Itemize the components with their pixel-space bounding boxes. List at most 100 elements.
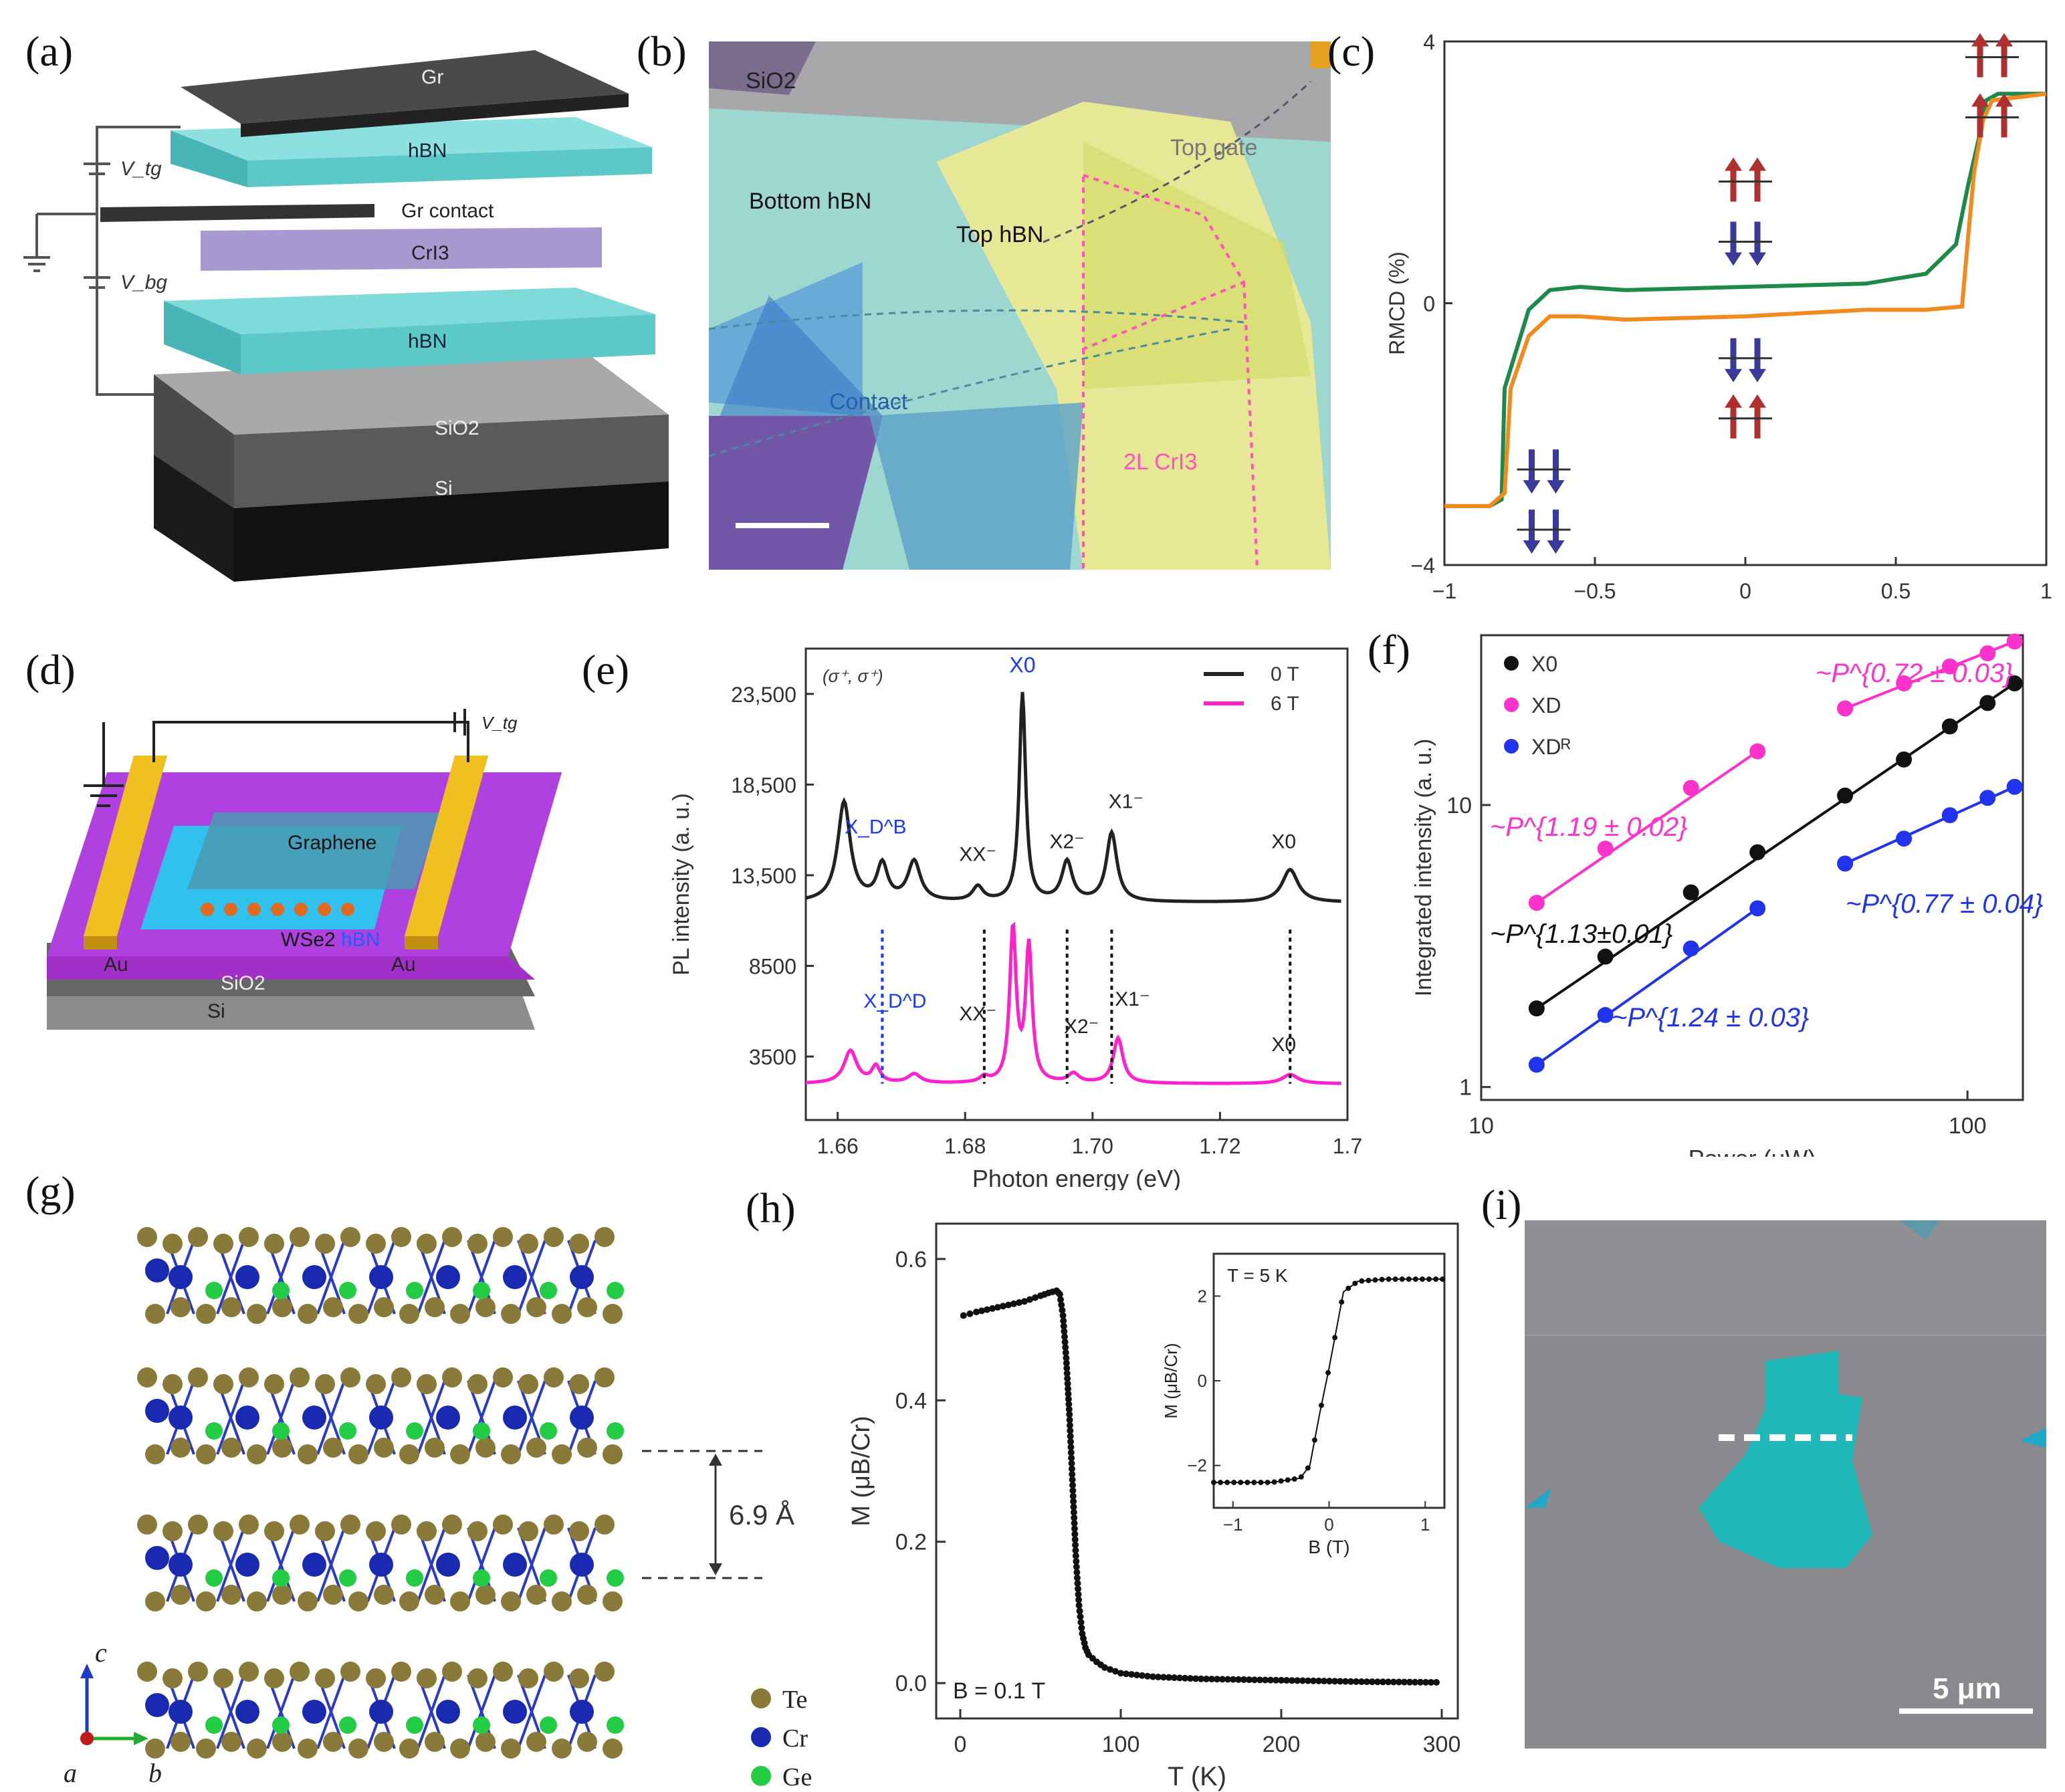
te-atom — [323, 1438, 343, 1458]
e-peak-label-x0-high-6T: X0 — [1271, 1034, 1296, 1056]
te-atom — [290, 1227, 310, 1247]
spin-up-arrowhead-icon — [1749, 157, 1766, 171]
h-inset-point — [1332, 1335, 1338, 1341]
te-atom — [348, 1591, 368, 1611]
te-atom — [518, 1234, 538, 1254]
h-ytick-label: 0.6 — [895, 1247, 927, 1272]
h-data-point — [1073, 1574, 1081, 1581]
te-atom — [145, 1739, 165, 1759]
panel-g-label: (g) — [25, 1167, 76, 1215]
h-data-point — [1128, 1671, 1135, 1678]
f-point-XD^R — [1979, 790, 1996, 806]
te-atom — [239, 1515, 259, 1535]
f-fit-label-x0: ~P^{1.13±0.01} — [1490, 919, 1672, 949]
te-atom — [399, 1444, 419, 1464]
h-inset-ytick-label: −2 — [1187, 1456, 1207, 1476]
g-axis-a-origin — [80, 1732, 94, 1745]
te-atom — [298, 1444, 318, 1464]
bond-line — [266, 1527, 296, 1602]
h-data-point — [1075, 1591, 1082, 1598]
layer-gr-contact-label: Gr contact — [401, 200, 494, 222]
te-atom — [188, 1367, 208, 1387]
e-legend-6T: 6 T — [1271, 693, 1299, 715]
e-xtick-label: 1.7 — [1333, 1134, 1362, 1158]
h-data-point — [1073, 1558, 1080, 1565]
f-point-X0 — [1941, 718, 1958, 735]
h-data-point — [1401, 1678, 1408, 1686]
panel-g-crystal-structure: 6.9 Å c a b Te Cr Ge — [64, 1227, 812, 1791]
te-atom — [569, 1668, 589, 1688]
e-xtick-label: 1.68 — [944, 1134, 986, 1158]
panel-e-label: (e) — [582, 646, 630, 693]
te-atom — [137, 1367, 157, 1387]
ge-atom — [205, 1569, 223, 1587]
te-atom — [544, 1515, 564, 1535]
panel-d-device-schematic: V_tg Graphene WSe2 hBN Au Au SiO2 Si — [47, 709, 562, 1030]
bond-line — [417, 1674, 446, 1749]
region-sio2: SiO2 — [746, 68, 796, 94]
te-atom — [213, 1521, 233, 1541]
te-atom — [417, 1668, 437, 1688]
d-si-label: Si — [207, 1000, 225, 1022]
ge-atom — [339, 1282, 356, 1299]
h-inset-xlabel: B (T) — [1308, 1537, 1349, 1557]
layer-hbn-top-label: hBN — [408, 140, 447, 162]
bond-line — [517, 1380, 546, 1455]
h-inset-annotation: T = 5 K — [1227, 1265, 1288, 1286]
layer-sio2-label: SiO2 — [435, 417, 479, 439]
te-atom — [348, 1739, 368, 1759]
h-data-point — [1364, 1678, 1370, 1686]
h-data-point — [1069, 1476, 1076, 1484]
h-data-point — [1251, 1676, 1258, 1684]
h-data-point — [1066, 1416, 1073, 1424]
te-atom — [196, 1739, 216, 1759]
te-atom — [171, 1585, 191, 1605]
te-atom — [526, 1438, 546, 1458]
d-hbn-label: hBN — [341, 929, 380, 951]
h-inset-point — [1251, 1480, 1257, 1485]
te-atom — [340, 1367, 360, 1387]
cr-atom — [235, 1406, 259, 1430]
cr-atom — [570, 1553, 594, 1577]
h-data-point — [1417, 1678, 1424, 1686]
te-atom — [264, 1521, 284, 1541]
i-scalebar-label: 5 μm — [1933, 1672, 2001, 1705]
te-atom — [450, 1591, 470, 1611]
te-atom — [526, 1297, 546, 1317]
te-atom — [450, 1304, 470, 1324]
cr-atom — [436, 1265, 460, 1289]
h-data-point — [1315, 1677, 1322, 1684]
h-inset-point — [1392, 1276, 1398, 1282]
layer-gr-label: Gr — [421, 66, 443, 88]
te-atom — [247, 1444, 267, 1464]
h-xtick-label: 100 — [1102, 1732, 1140, 1757]
h-data-point — [1067, 1432, 1074, 1440]
h-data-point — [966, 1310, 974, 1317]
e-ylabel: PL intensity (a. u.) — [669, 793, 694, 976]
f-ytick-label: 1 — [1459, 1075, 1472, 1101]
vbg-label: V_bg — [120, 271, 167, 294]
h-data-point — [1005, 1301, 1012, 1309]
te-atom — [493, 1662, 513, 1682]
f-legend-label: X0 — [1531, 652, 1557, 676]
te-atom — [290, 1662, 310, 1682]
h-xtick-label: 200 — [1263, 1732, 1301, 1757]
h-data-point — [1068, 1454, 1075, 1462]
f-point-XD — [1749, 743, 1766, 760]
te-atom — [518, 1521, 538, 1541]
te-atom — [442, 1367, 462, 1387]
h-inset-ytick-label: 2 — [1198, 1286, 1207, 1306]
te-atom — [450, 1444, 470, 1464]
h-data-point — [1353, 1678, 1360, 1685]
te-atom — [239, 1367, 259, 1387]
f-point-X0 — [1896, 751, 1913, 768]
h-inset-point — [1298, 1474, 1304, 1480]
h-data-point — [1074, 1579, 1081, 1587]
e-peak-label-x2-6T: X2⁻ — [1064, 1016, 1099, 1038]
te-atom — [171, 1438, 191, 1458]
spin-up-arrowhead-icon — [1995, 33, 2013, 47]
te-atom — [188, 1227, 208, 1247]
bond-line — [517, 1674, 546, 1749]
te-atom — [264, 1668, 284, 1688]
te-atom — [272, 1438, 292, 1458]
